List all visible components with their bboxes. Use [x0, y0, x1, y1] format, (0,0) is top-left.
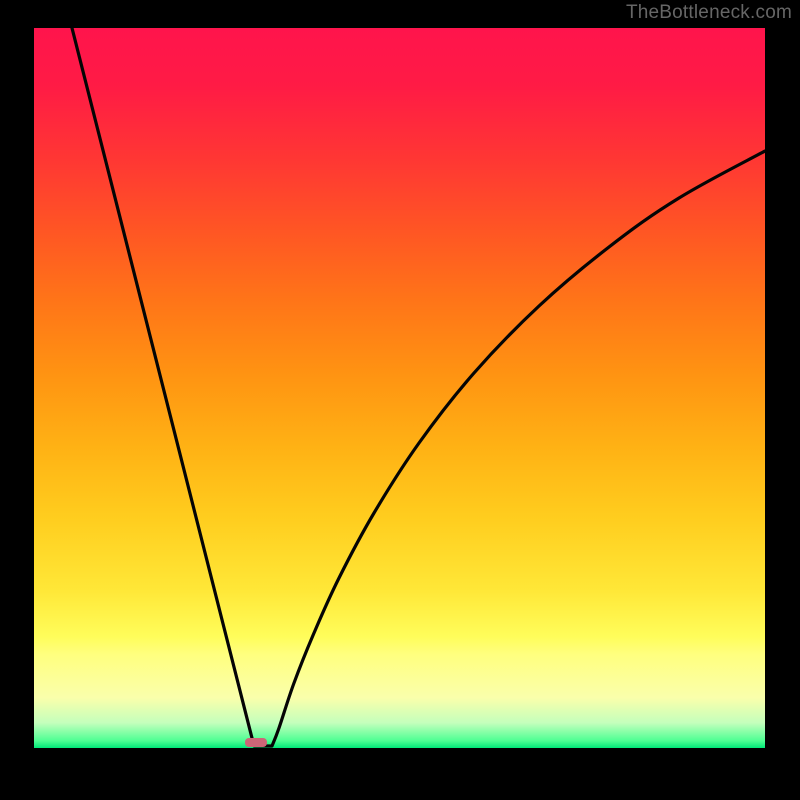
- watermark-text: TheBottleneck.com: [626, 2, 792, 24]
- chart-container: TheBottleneck.com: [0, 0, 800, 800]
- optimum-marker: [245, 738, 267, 747]
- bottleneck-curve: [34, 28, 765, 748]
- plot-area: [34, 28, 765, 748]
